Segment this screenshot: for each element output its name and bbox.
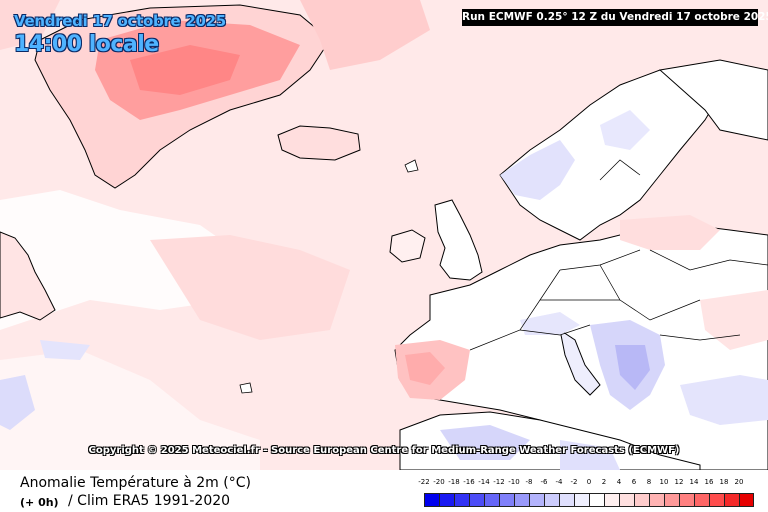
canadian-arctic-warm xyxy=(0,0,60,50)
legend-tick-label: 10 xyxy=(659,478,669,486)
legend-color-swatch xyxy=(634,493,649,507)
arctic-warm-patch xyxy=(300,0,430,70)
sweden-cool-patch xyxy=(600,110,650,150)
ireland xyxy=(389,229,426,263)
legend-color-swatch xyxy=(559,493,574,507)
italy xyxy=(559,328,601,396)
legend-tick-label: 16 xyxy=(704,478,714,486)
legend-color-swatch xyxy=(709,493,724,507)
legend-tick-label: 14 xyxy=(689,478,699,486)
temperature-anomaly-map xyxy=(0,0,768,470)
legend-color-swatch xyxy=(589,493,604,507)
legend-tick-label: -16 xyxy=(463,478,475,486)
great-britain xyxy=(434,199,483,281)
norway-cool-patch xyxy=(500,140,575,200)
anomaly-cool-patch-west xyxy=(40,340,90,360)
legend-color-swatch xyxy=(604,493,619,507)
legend-color-swatch xyxy=(724,493,739,507)
legend-color-swatch xyxy=(529,493,544,507)
legend-color-swatch xyxy=(574,493,589,507)
legend-tick-label: -6 xyxy=(540,478,548,486)
forecast-time: 14:00 locale xyxy=(14,32,159,57)
legend-color-swatch xyxy=(514,493,529,507)
legend-color-swatch xyxy=(424,493,439,507)
atlas-cool-anomaly xyxy=(440,425,530,460)
map-footer: Anomalie Température à 2m (°C) (+ 0h) / … xyxy=(0,470,768,512)
legend-tick-label: 20 xyxy=(734,478,744,486)
legend-tick-label: 4 xyxy=(616,478,622,486)
legend-tick-label: 8 xyxy=(646,478,652,486)
map-title: Anomalie Température à 2m (°C) xyxy=(20,475,251,491)
labrador-coast xyxy=(0,231,56,321)
lead-time: (+ 0h) xyxy=(20,496,59,509)
legend-color-swatch xyxy=(439,493,454,507)
eastern-warm-patch xyxy=(700,290,768,350)
legend-tick-label: -2 xyxy=(570,478,578,486)
iberia-warmest xyxy=(405,352,445,385)
legend-color-swatch xyxy=(649,493,664,507)
copyright-notice: Copyright © 2025 Meteociel.fr - Source E… xyxy=(88,445,680,456)
color-scale-legend: -22 -20 -18 -16 -14 -12 -10 -8 -6 -4 -2 0 2 4 6 8 10 12 14… xyxy=(416,478,754,510)
anomaly-warm-central-atlantic xyxy=(150,235,350,340)
kola-peninsula xyxy=(658,59,768,141)
legend-tick-label: -4 xyxy=(555,478,563,486)
legend-color-swatch xyxy=(664,493,679,507)
legend-tick-label: 6 xyxy=(631,478,637,486)
climatology-reference: / Clim ERA5 1991-2020 xyxy=(68,493,231,509)
legend-color-swatch xyxy=(469,493,484,507)
legend-tick-label: -12 xyxy=(493,478,505,486)
alps-cool-patch xyxy=(520,312,580,335)
legend-tick-label: -14 xyxy=(478,478,490,486)
legend-color-swatch xyxy=(679,493,694,507)
balkans-coolest xyxy=(615,345,650,390)
legend-tick-label: 12 xyxy=(674,478,684,486)
legend-color-swatch xyxy=(694,493,709,507)
forecast-date: Vendredi 17 octobre 2025 xyxy=(14,12,226,30)
legend-tick-label: -22 xyxy=(418,478,430,486)
anomaly-cool-patch-sw xyxy=(0,375,35,430)
legend-tick-label: -8 xyxy=(525,478,533,486)
libya-cool-patch xyxy=(560,440,620,470)
legend-tick-label: 18 xyxy=(719,478,729,486)
iceland xyxy=(277,125,361,161)
legend-tick-label: -18 xyxy=(448,478,460,486)
legend-tick-label: -20 xyxy=(433,478,445,486)
model-run-banner: Run ECMWF 0.25° 12 Z du Vendredi 17 octo… xyxy=(462,9,768,26)
scandinavia xyxy=(499,69,721,241)
legend-tick-label: 2 xyxy=(601,478,607,486)
legend-color-swatch xyxy=(619,493,634,507)
legend-color-swatch xyxy=(484,493,499,507)
legend-color-swatch xyxy=(544,493,559,507)
faroe-islands xyxy=(404,159,419,173)
baltic-warm-patch xyxy=(620,215,720,250)
greenland-warmest-core xyxy=(130,45,240,95)
anomaly-near-zero-south xyxy=(0,350,260,470)
azores xyxy=(239,382,253,394)
country-borders xyxy=(469,159,768,351)
legend-color-swatch xyxy=(499,493,514,507)
legend-tick-label: 0 xyxy=(586,478,592,486)
legend-tick-label: -10 xyxy=(508,478,520,486)
anatolia-cool-patch xyxy=(680,375,768,425)
legend-color-swatch xyxy=(739,493,754,507)
legend-color-swatch xyxy=(454,493,469,507)
